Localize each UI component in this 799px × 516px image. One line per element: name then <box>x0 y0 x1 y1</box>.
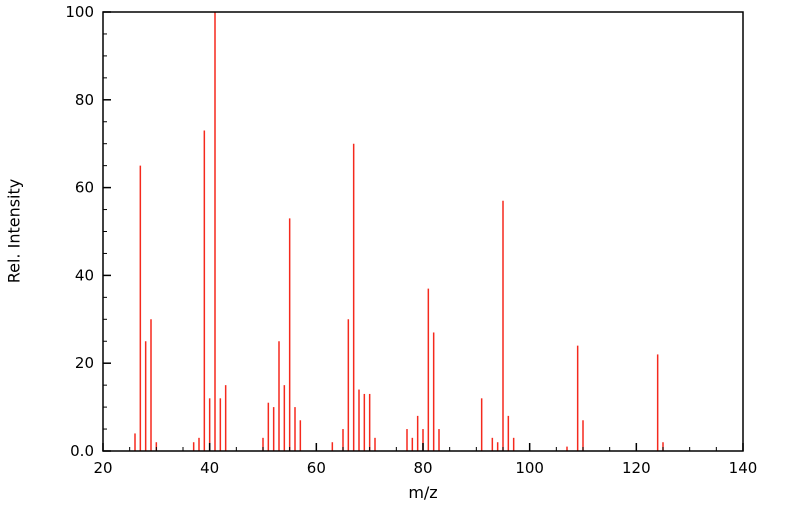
x-axis-label: m/z <box>408 483 438 502</box>
x-tick-label: 20 <box>93 459 112 477</box>
y-tick-label: 60 <box>75 179 94 197</box>
x-tick-label: 80 <box>413 459 432 477</box>
x-tick-label: 140 <box>729 459 758 477</box>
x-tick-label: 60 <box>307 459 326 477</box>
x-tick-label: 100 <box>515 459 544 477</box>
y-axis-label: Rel. Intensity <box>4 178 24 284</box>
y-tick-label: 0.0 <box>70 442 94 460</box>
y-tick-label: 40 <box>75 266 94 284</box>
y-tick-label: 100 <box>65 3 94 21</box>
y-tick-label: 20 <box>75 354 94 372</box>
x-tick-label: 40 <box>200 459 219 477</box>
y-tick-label: 80 <box>75 91 94 109</box>
x-tick-label: 120 <box>622 459 651 477</box>
plot-border <box>102 11 744 452</box>
